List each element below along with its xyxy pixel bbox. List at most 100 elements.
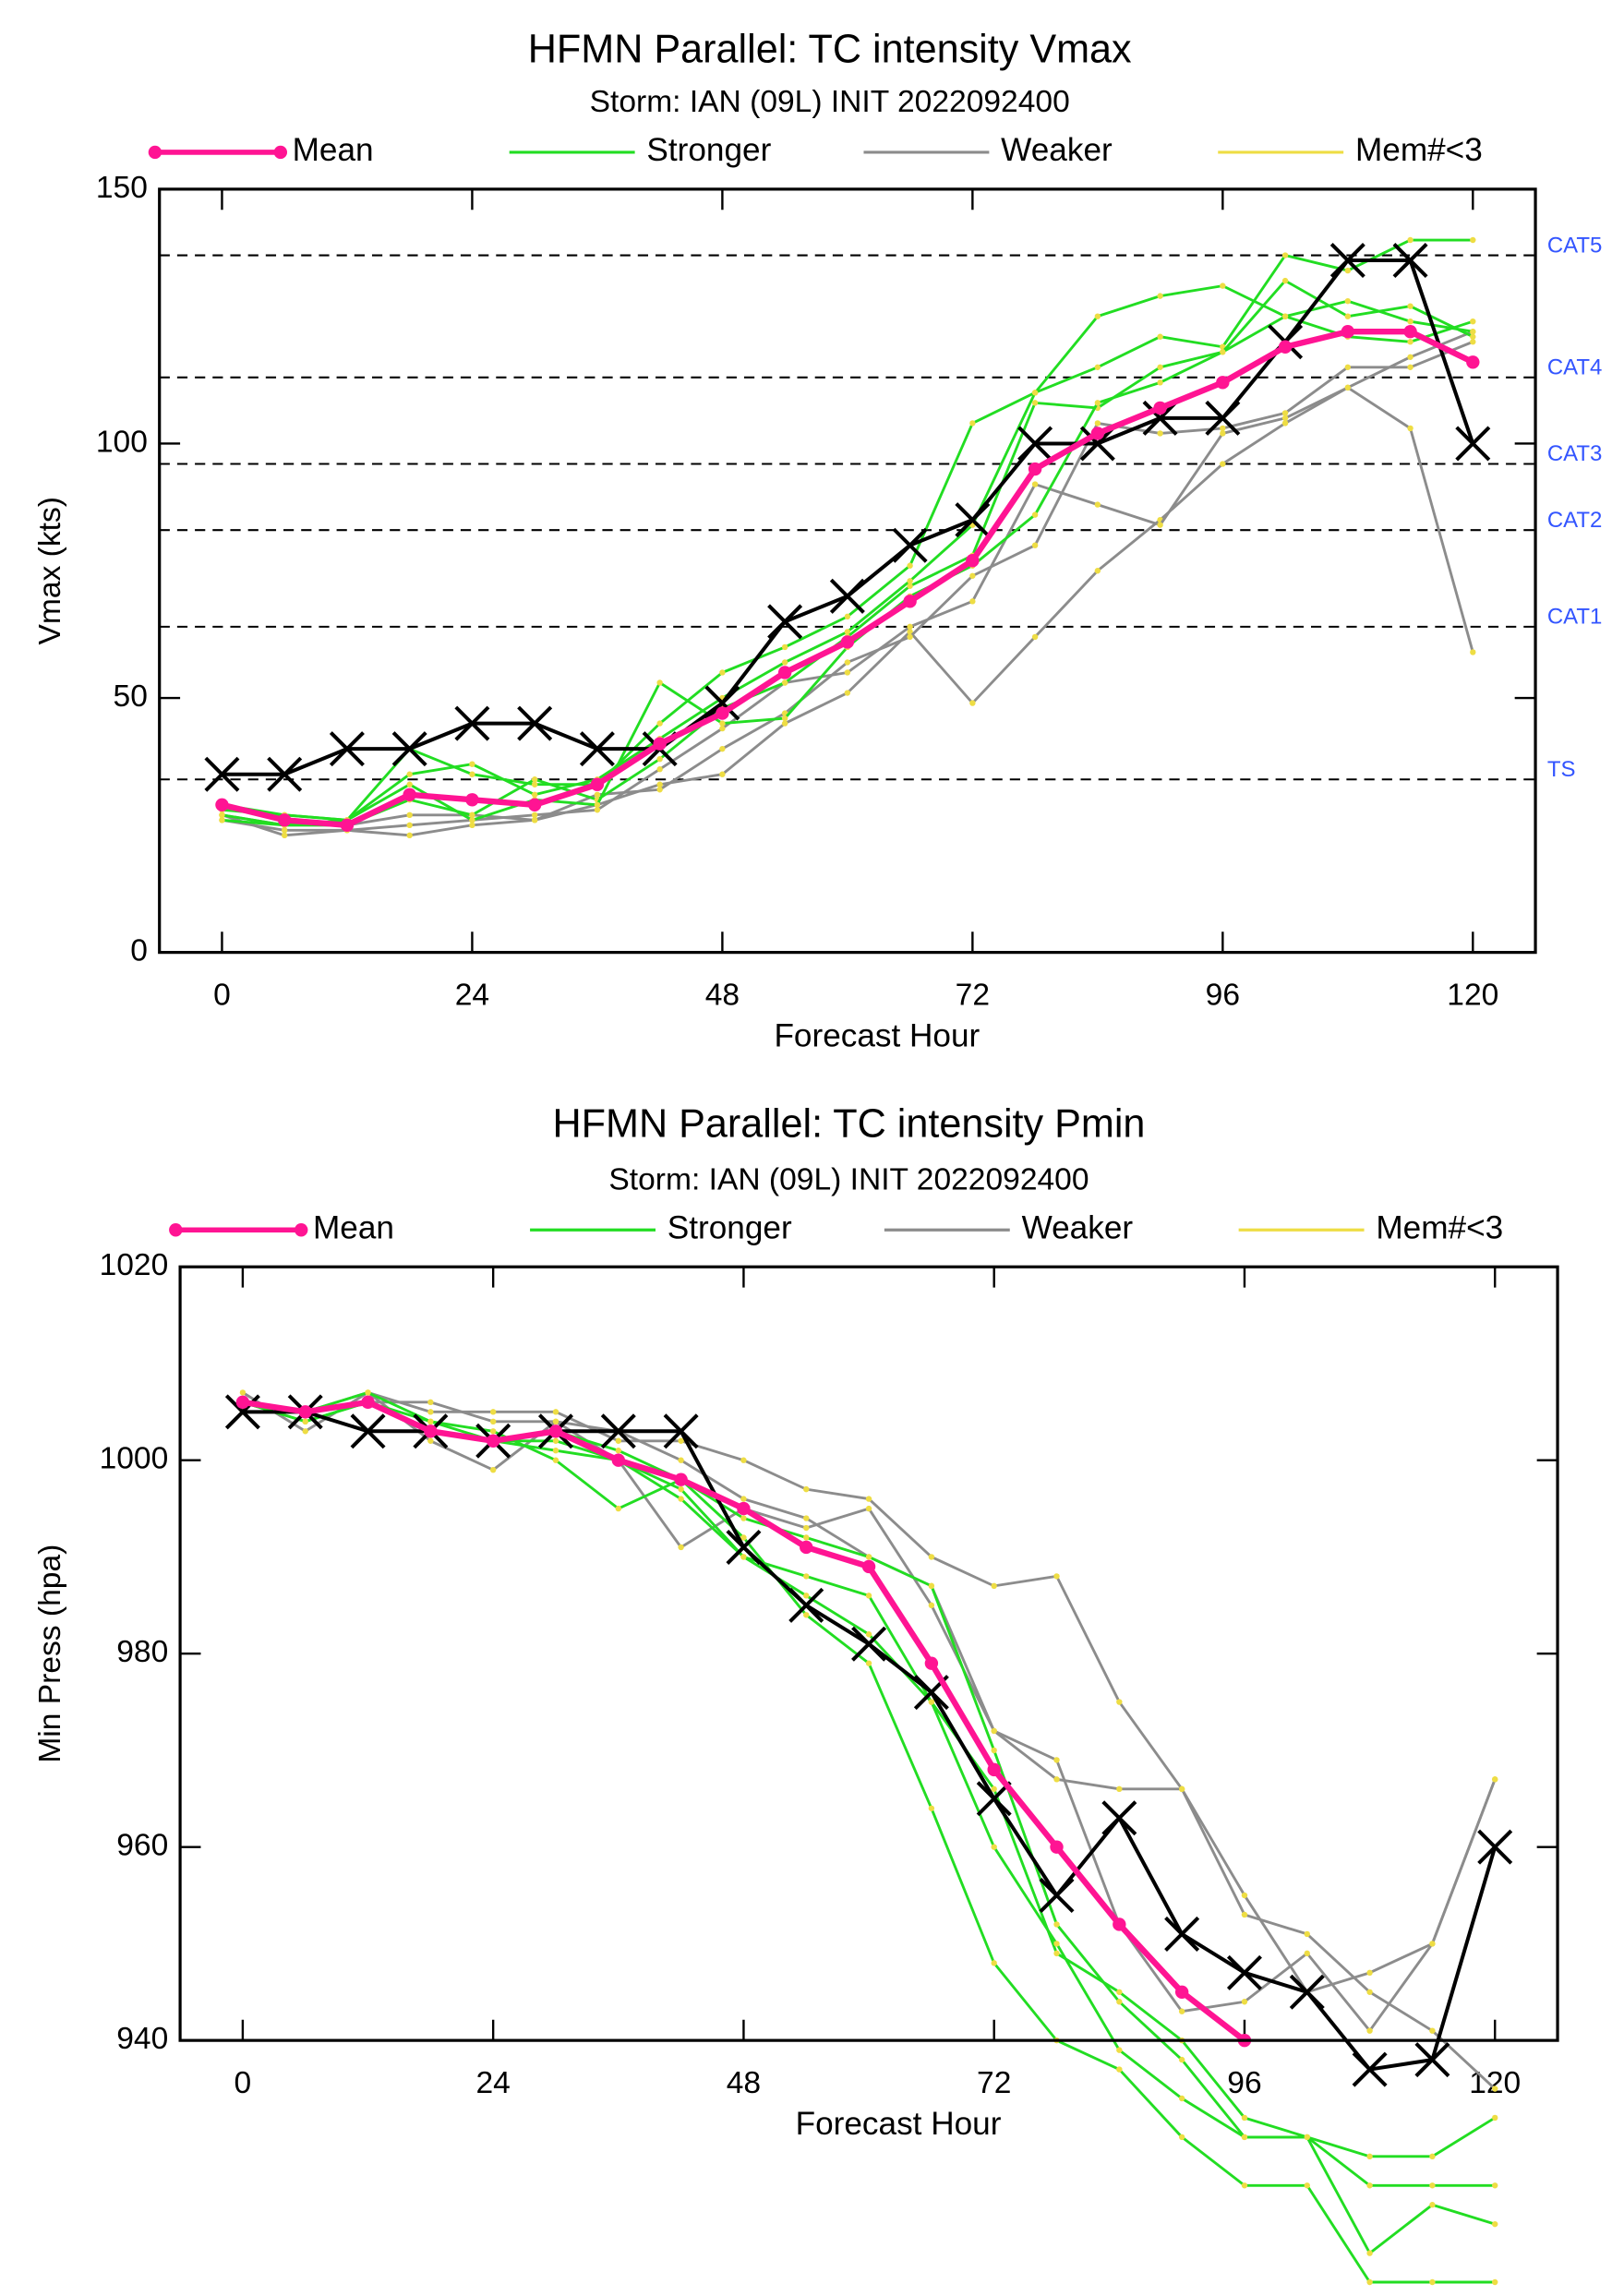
- member-marker: [1031, 633, 1039, 641]
- member-marker: [302, 1418, 308, 1425]
- y-tick-label: 1000: [100, 1442, 169, 1476]
- member-marker: [1094, 568, 1101, 574]
- threshold-label: CAT5: [1547, 233, 1603, 258]
- member-marker: [969, 700, 976, 706]
- member-marker: [1094, 501, 1101, 508]
- member-marker: [1220, 349, 1226, 355]
- y-tick-label: 150: [96, 171, 148, 205]
- y-tick-label: 940: [116, 2022, 168, 2056]
- member-marker: [781, 715, 788, 722]
- member-marker: [1157, 522, 1163, 528]
- member-marker: [615, 1505, 621, 1512]
- member-marker: [1053, 1573, 1060, 1580]
- mean-marker: [1278, 340, 1293, 354]
- member-marker: [1492, 2182, 1498, 2189]
- mean-marker: [966, 554, 980, 568]
- member-marker: [1116, 1699, 1123, 1705]
- y-axis-label: Vmax (kts): [33, 497, 67, 644]
- x-tick-label: 120: [1447, 978, 1498, 1012]
- member-marker: [406, 781, 413, 787]
- mean-marker: [924, 1656, 939, 1670]
- member-marker: [1344, 297, 1352, 305]
- member-marker: [1492, 1776, 1498, 1783]
- y-tick-label: 960: [116, 1829, 168, 1863]
- mean-marker: [1090, 427, 1105, 440]
- x-marker: [1455, 426, 1491, 462]
- member-marker: [1157, 293, 1163, 299]
- x-marker: [767, 604, 803, 640]
- mean-marker: [548, 1424, 563, 1438]
- member-marker: [991, 1727, 997, 1735]
- member-marker: [865, 1593, 872, 1599]
- member-marker: [1241, 2182, 1248, 2189]
- mean-marker: [737, 1501, 751, 1516]
- member-marker: [656, 787, 663, 793]
- member-marker: [907, 629, 913, 635]
- member-line: [242, 1390, 1497, 1994]
- member-marker: [928, 1699, 935, 1705]
- x-tick-label: 48: [727, 2066, 761, 2100]
- member-marker: [615, 1437, 621, 1444]
- x-tick-label: 96: [1227, 2066, 1261, 2100]
- member-marker: [1429, 2153, 1436, 2160]
- x-tick-label: 0: [235, 2066, 252, 2100]
- member-marker: [1116, 1989, 1123, 1995]
- member-marker: [1429, 1941, 1436, 1947]
- member-marker: [594, 791, 601, 798]
- member-line: [242, 1400, 1496, 2158]
- mean-marker: [235, 1395, 250, 1410]
- member-marker: [406, 832, 413, 839]
- member-marker: [865, 1505, 872, 1512]
- member-marker: [469, 811, 475, 819]
- member-marker: [1492, 2220, 1498, 2228]
- x-marker: [726, 1529, 762, 1565]
- x-marker: [350, 1413, 386, 1449]
- member-marker: [928, 1582, 935, 1590]
- member-marker: [844, 690, 851, 696]
- member-marker: [1470, 339, 1476, 345]
- member-marker: [469, 771, 475, 777]
- mean-marker: [340, 818, 355, 833]
- legend-label: Weaker: [1022, 1210, 1134, 1246]
- mean-marker: [1403, 325, 1417, 339]
- x-tick-label: 0: [213, 978, 231, 1012]
- member-marker: [1178, 2095, 1185, 2102]
- member-marker: [656, 755, 663, 763]
- member-marker: [928, 1602, 935, 1609]
- member-marker: [469, 822, 475, 829]
- mean-marker: [1466, 355, 1480, 369]
- x-marker: [1164, 1916, 1200, 1952]
- plot-frame: [178, 1265, 1559, 2042]
- member-marker: [594, 807, 601, 813]
- x-tick-label: 96: [1206, 978, 1240, 1012]
- mean-marker: [215, 798, 229, 811]
- x-marker: [976, 1781, 1012, 1817]
- member-marker: [740, 1496, 747, 1502]
- member-marker: [531, 811, 538, 819]
- member-marker: [1366, 2278, 1373, 2286]
- member-marker: [365, 1389, 371, 1396]
- x-tick-label: 24: [475, 2066, 510, 2100]
- x-axis-label: Forecast Hour: [796, 2106, 1002, 2142]
- member-marker: [406, 771, 413, 777]
- member-marker: [281, 832, 288, 839]
- member-marker: [239, 1389, 247, 1396]
- member-marker: [1407, 303, 1413, 309]
- member-marker: [719, 720, 726, 727]
- member-marker: [1470, 318, 1476, 325]
- member-marker: [844, 669, 851, 676]
- member-marker: [656, 679, 663, 686]
- y-tick-label: 50: [114, 679, 148, 714]
- member-marker: [803, 1573, 810, 1580]
- member-marker: [1116, 2066, 1123, 2073]
- member-line: [222, 284, 1474, 822]
- x-tick-label: 24: [455, 978, 489, 1012]
- threshold-label: TS: [1547, 757, 1576, 782]
- member-marker: [1281, 410, 1289, 416]
- member-marker: [427, 1418, 434, 1425]
- member-marker: [552, 1448, 559, 1454]
- member-marker: [1407, 339, 1413, 345]
- member-marker: [1157, 333, 1163, 340]
- member-marker: [1281, 420, 1289, 427]
- member-marker: [678, 1496, 684, 1502]
